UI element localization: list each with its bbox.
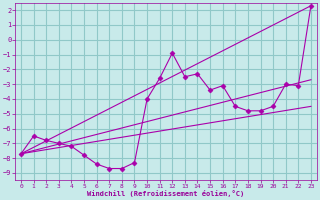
X-axis label: Windchill (Refroidissement éolien,°C): Windchill (Refroidissement éolien,°C): [87, 190, 244, 197]
